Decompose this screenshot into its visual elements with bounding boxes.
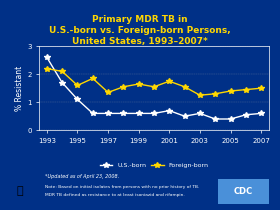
Text: 🦅: 🦅 (16, 186, 23, 196)
Y-axis label: % Resistant: % Resistant (15, 66, 24, 111)
Text: Primary MDR TB in
U.S.-born vs. Foreign-born Persons,
United States, 1993–2007*: Primary MDR TB in U.S.-born vs. Foreign-… (49, 15, 231, 46)
Text: *Updated as of April 23, 2008.: *Updated as of April 23, 2008. (45, 174, 119, 179)
Text: CDC: CDC (234, 187, 253, 196)
Text: Note: Based on initial isolates from persons with no prior history of TB.: Note: Based on initial isolates from per… (45, 185, 199, 189)
Text: MDR TB defined as resistance to at least isoniazid and rifampin.: MDR TB defined as resistance to at least… (45, 193, 185, 197)
Legend: U.S.-born, Foreign-born: U.S.-born, Foreign-born (97, 160, 211, 171)
